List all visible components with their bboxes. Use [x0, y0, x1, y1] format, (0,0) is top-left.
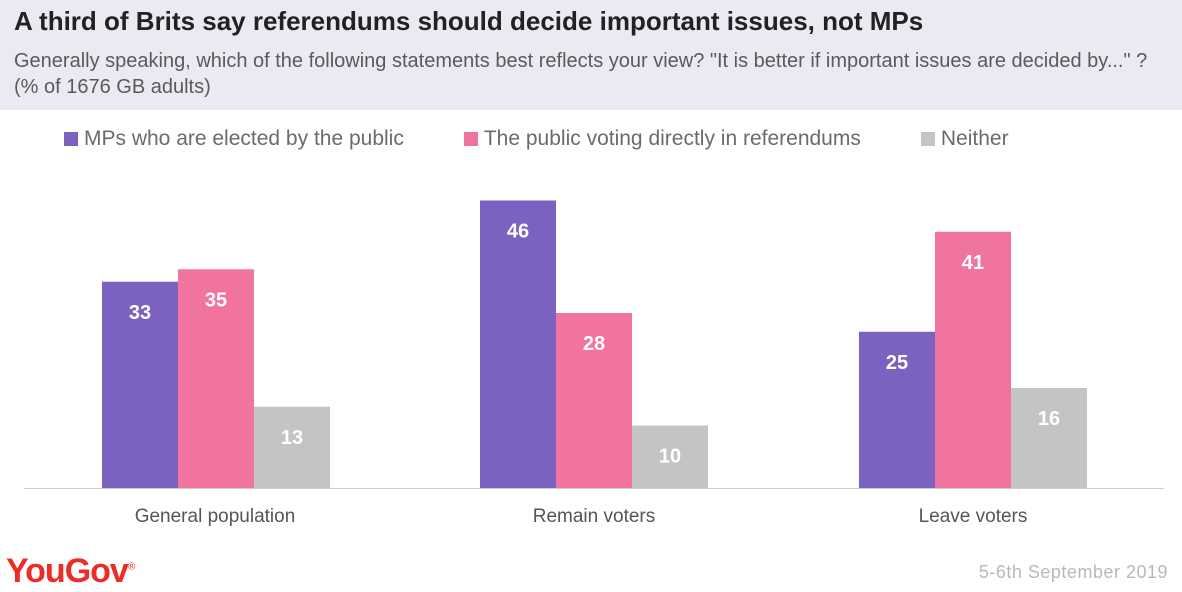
chart-subtitle: Generally speaking, which of the followi…: [14, 50, 1148, 98]
bar-referendums: [556, 313, 632, 488]
bar-value-label: 33: [129, 302, 151, 324]
category-label: Leave voters: [919, 506, 1028, 527]
bar-neither: [1011, 388, 1087, 488]
bar-value-label: 28: [583, 333, 605, 355]
legend-item-mps: MPs who are elected by the public: [64, 127, 404, 151]
bar-value-label: 13: [281, 427, 303, 449]
bar-value-label: 35: [205, 289, 227, 311]
legend-label-referendums: The public voting directly in referendum…: [483, 127, 861, 150]
legend-label-neither: Neither: [940, 127, 1009, 150]
bar-value-label: 41: [962, 252, 984, 274]
yougov-logo: YouGov®: [6, 552, 136, 590]
bar-referendums: [935, 231, 1011, 488]
legend-swatch-mps: [64, 132, 78, 146]
bar-value-label: 10: [659, 446, 681, 468]
bar-neither: [254, 406, 330, 488]
legend-swatch-referendums: [463, 132, 478, 146]
bar-value-label: 25: [886, 352, 908, 374]
bar-mps: [102, 281, 178, 488]
category-label: Remain voters: [533, 506, 656, 527]
chart-title: A third of Brits say referendums should …: [14, 6, 924, 36]
bar-mps: [480, 200, 556, 488]
legend-item-neither: Neither: [920, 127, 1009, 151]
legend-label-mps: MPs who are elected by the public: [84, 127, 404, 150]
bar-value-label: 46: [507, 221, 529, 243]
category-label: General population: [135, 506, 296, 527]
chart-header: A third of Brits say referendums should …: [0, 0, 1182, 110]
bar-mps: [859, 331, 935, 488]
legend-item-referendums: The public voting directly in referendum…: [463, 127, 861, 151]
survey-date: 5-6th September 2019: [978, 562, 1168, 582]
bar-neither: [632, 425, 708, 488]
chart-legend: MPs who are elected by the public The pu…: [64, 126, 1009, 152]
bar-referendums: [178, 269, 254, 488]
bar-value-label: 16: [1038, 408, 1060, 430]
legend-swatch-neither: [920, 132, 935, 146]
